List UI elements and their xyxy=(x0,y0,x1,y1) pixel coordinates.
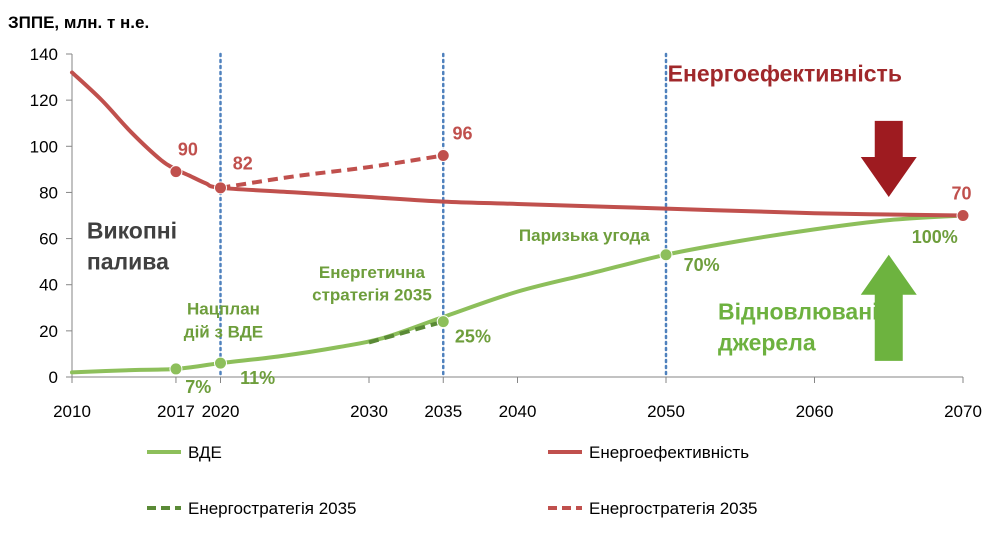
annotation-text: стратегія 2035 xyxy=(312,286,432,305)
x-tick-label: 2017 xyxy=(157,402,195,421)
data-label: 7% xyxy=(185,377,211,397)
legend-label: Енергоефективність xyxy=(589,443,749,462)
y-tick-label: 0 xyxy=(49,368,58,387)
annotation-text: Паризька угода xyxy=(519,226,650,245)
data-point-marker xyxy=(214,356,227,370)
data-label: 100% xyxy=(912,227,958,247)
x-tick-label: 2020 xyxy=(202,402,240,421)
data-label: 70 xyxy=(951,183,971,203)
annotation-text: Енергетична xyxy=(319,263,426,282)
x-tick-label: 2040 xyxy=(499,402,537,421)
data-point-marker xyxy=(956,209,970,222)
y-tick-label: 40 xyxy=(39,276,58,295)
legend-label: ВДЕ xyxy=(188,443,222,462)
series-line-3 xyxy=(220,153,444,190)
x-tick-label: 2010 xyxy=(53,402,91,421)
annotation-text: Енергоефективність xyxy=(668,61,902,87)
legend-label: Енергостратегія 2035 xyxy=(589,499,758,518)
legend-label: Енергостратегія 2035 xyxy=(188,499,357,518)
data-point-marker xyxy=(436,315,450,329)
x-tick-label: 2030 xyxy=(350,402,388,421)
annotation-text: Нацплан xyxy=(187,300,260,319)
annotation-text: Відновлювані xyxy=(718,298,879,324)
annotation-text: Викопні xyxy=(87,218,177,244)
y-axis-unit-label: ЗППЕ, млн. т н.е. xyxy=(8,13,149,32)
y-tick-label: 20 xyxy=(39,322,58,341)
y-tick-label: 100 xyxy=(30,137,58,156)
data-point-marker xyxy=(659,248,673,262)
x-tick-label: 2070 xyxy=(944,402,982,421)
y-tick-label: 80 xyxy=(39,183,58,202)
data-label: 25% xyxy=(455,326,491,346)
data-label: 70% xyxy=(684,255,720,275)
arrow-down-icon xyxy=(860,120,917,198)
annotation-text: джерела xyxy=(718,329,816,355)
series-line-0 xyxy=(70,213,965,375)
x-tick-label: 2035 xyxy=(424,402,462,421)
data-point-marker xyxy=(169,362,183,376)
x-tick-label: 2050 xyxy=(647,402,685,421)
data-label: 90 xyxy=(178,140,198,160)
x-tick-label: 2060 xyxy=(796,402,834,421)
y-tick-label: 140 xyxy=(30,45,58,64)
data-label: 11% xyxy=(240,368,275,388)
data-point-marker xyxy=(436,149,450,163)
data-label: 96 xyxy=(453,123,473,143)
annotation-text: дій з ВДЕ xyxy=(184,323,263,342)
y-tick-label: 120 xyxy=(30,91,58,110)
data-point-marker xyxy=(169,165,183,179)
y-tick-label: 60 xyxy=(39,230,58,249)
data-label: 82 xyxy=(233,153,253,173)
arrow-up-icon xyxy=(860,254,917,361)
series-line-1 xyxy=(70,70,965,218)
annotation-text: палива xyxy=(87,249,169,275)
data-point-marker xyxy=(214,181,227,195)
